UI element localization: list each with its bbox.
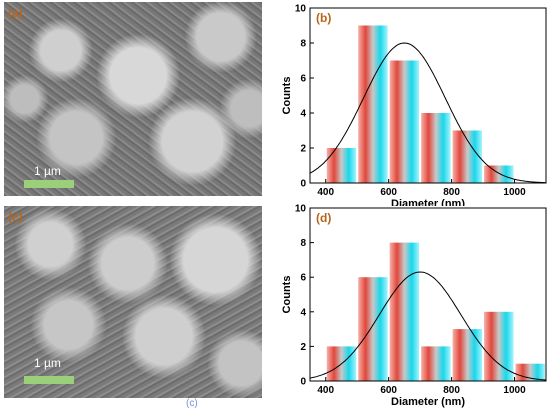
histogram-bar xyxy=(484,311,514,381)
panel-label: (b) xyxy=(316,11,331,25)
y-tick-label: 2 xyxy=(300,144,306,155)
y-tick-label: 4 xyxy=(300,307,306,318)
histogram-b: 0 2 4 6 8 10 400 600 800 1000 Diameter (nm) Counts (… xyxy=(281,4,547,206)
histogram-bar xyxy=(358,277,388,381)
y-axis-label: Counts xyxy=(281,77,293,115)
y-tick-label: 6 xyxy=(300,273,306,284)
y-tick-label: 10 xyxy=(295,204,307,215)
bottom-caption: (c) xyxy=(186,398,198,409)
scale-bar-c xyxy=(24,376,74,384)
y-tick-label: 0 xyxy=(300,179,306,190)
histogram-bar xyxy=(326,148,357,183)
panel-label: (d) xyxy=(316,211,331,225)
histogram-bar xyxy=(452,130,483,183)
histogram-bar xyxy=(452,329,483,381)
histogram-bar xyxy=(421,346,451,381)
scale-text-c: 1 µm xyxy=(34,356,61,370)
y-tick-label: 4 xyxy=(300,109,306,120)
x-tick-label: 1000 xyxy=(503,187,526,198)
x-tick-label: 400 xyxy=(317,187,334,198)
panel-label-c: (c) xyxy=(8,210,23,224)
scale-bar-a xyxy=(24,180,74,188)
plot-frame xyxy=(309,7,547,184)
gaussian-fit-curve xyxy=(309,42,546,184)
y-tick-label: 0 xyxy=(300,377,306,388)
x-tick-label: 800 xyxy=(443,385,460,396)
histogram-bar xyxy=(421,113,451,183)
x-tick-label: 1000 xyxy=(503,385,526,396)
y-tick-label: 6 xyxy=(300,74,306,85)
x-tick-label: 600 xyxy=(380,385,397,396)
histogram-bar xyxy=(389,242,420,381)
y-tick-label: 10 xyxy=(295,4,307,15)
gaussian-fit-curve xyxy=(309,271,547,381)
x-tick-label: 800 xyxy=(443,187,460,198)
histogram-bar xyxy=(389,60,420,183)
y-tick-label: 2 xyxy=(300,342,306,353)
histogram-d: 0 2 4 6 8 10 400 600 800 1000 Diameter (nm) Counts (… xyxy=(281,204,547,408)
x-tick-label: 600 xyxy=(380,187,397,198)
sem-image-c: (c) 1 µm xyxy=(4,206,262,398)
x-tick-label: 400 xyxy=(317,385,334,396)
histogram-bar xyxy=(484,165,514,183)
plot-frame xyxy=(309,207,547,382)
sem-image-a: (a) 1 µm xyxy=(4,2,262,196)
scale-text-a: 1 µm xyxy=(34,164,61,178)
y-tick-label: 8 xyxy=(300,39,306,50)
y-axis-label: Counts xyxy=(281,276,293,314)
histogram-bar xyxy=(358,25,388,183)
y-tick-label: 8 xyxy=(300,238,306,249)
x-axis-label: Diameter (nm) xyxy=(391,396,465,408)
x-axis-label: Diameter (nm) xyxy=(391,198,465,206)
panel-label-a: (a) xyxy=(8,6,23,20)
